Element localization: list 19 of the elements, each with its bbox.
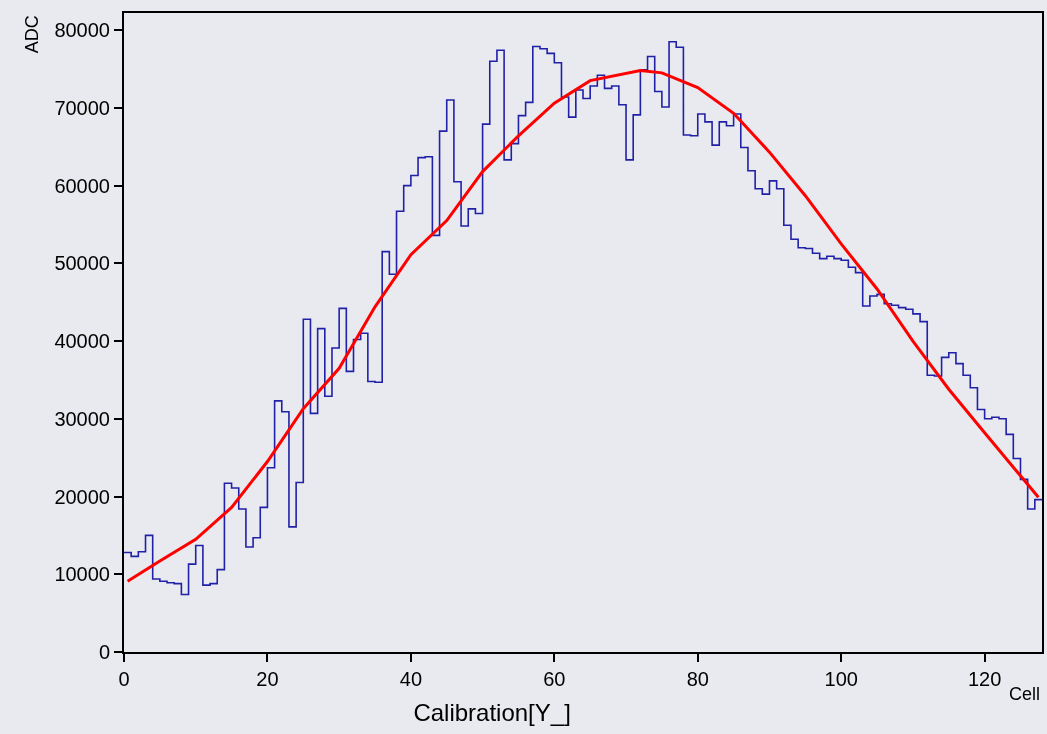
y-tick-label: 60000 (54, 174, 110, 197)
y-tick-label: 50000 (54, 252, 110, 275)
text: Calibration[Y_] (413, 699, 571, 727)
y-tick-label: 0 (98, 641, 110, 663)
y-tick-label: 70000 (54, 96, 110, 119)
x-tick-label: 60 (543, 668, 566, 690)
y-tick-label: 10000 (54, 563, 110, 586)
x-tick-label: 0 (118, 668, 130, 690)
y-axis-title: ADC (22, 15, 43, 54)
x-axis-title: Cell (1009, 684, 1041, 704)
x-tick-label: 40 (399, 668, 423, 690)
y-tick-label: 40000 (54, 330, 110, 353)
y-tick-label: 20000 (54, 485, 110, 508)
y-tick-label: 30000 (54, 407, 110, 430)
x-tick-label: 20 (256, 668, 279, 690)
x-tick-label: 80 (686, 668, 709, 690)
x-tick-label: 100 (824, 668, 858, 690)
x-tick-label: 120 (967, 668, 1002, 690)
y-tick-label: 80000 (54, 19, 110, 42)
